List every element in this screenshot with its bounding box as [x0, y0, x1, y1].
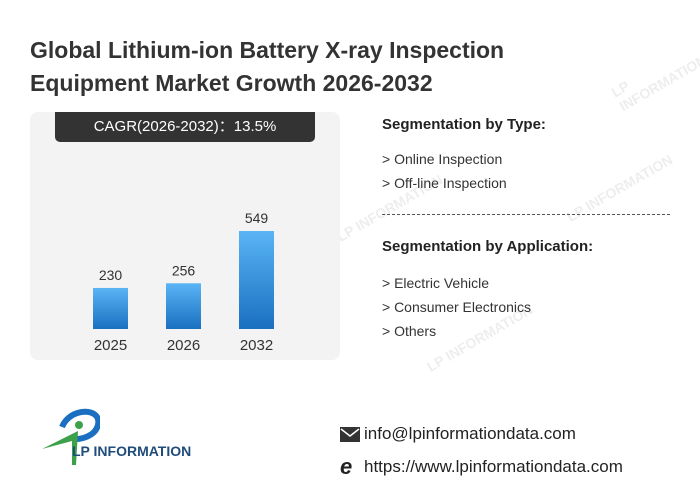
application-item: > Electric Vehicle [382, 275, 489, 291]
data-label: 256 [172, 262, 196, 278]
application-item: > Consumer Electronics [382, 299, 532, 315]
mail-icon [340, 427, 360, 442]
data-label: 549 [245, 210, 269, 226]
email-text[interactable]: info@lpinformationdata.com [364, 424, 576, 443]
page-title: Global Lithium-ion Battery X-ray Inspect… [30, 37, 505, 96]
website-text[interactable]: https://www.lpinformationdata.com [364, 457, 623, 476]
type-heading: Segmentation by Type: [382, 116, 546, 133]
x-tick-label: 2025 [94, 337, 127, 354]
bar-2026 [166, 283, 201, 329]
data-label: 230 [99, 267, 123, 283]
application-item: > Others [382, 323, 437, 339]
logo-icon [42, 408, 100, 465]
bar-2025 [93, 287, 128, 329]
website-contact[interactable]: e https://www.lpinformationdata.com [340, 454, 623, 480]
email-contact[interactable]: info@lpinformationdata.com [340, 424, 576, 444]
x-tick-label: 2032 [240, 337, 273, 354]
type-item: > Off-line Inspection [382, 175, 507, 191]
browser-icon: e [340, 454, 353, 479]
cagr-badge: CAGR(2026-2032)：13.5% [55, 112, 315, 142]
application-heading: Segmentation by Application: [382, 238, 594, 255]
type-item: > Online Inspection [382, 151, 503, 167]
logo-text: LP INFORMATION [72, 443, 192, 459]
bar-2032 [239, 231, 274, 329]
lp-information-logo: LP INFORMATION [30, 405, 200, 470]
divider [382, 214, 670, 215]
x-tick-label: 2026 [167, 337, 200, 354]
